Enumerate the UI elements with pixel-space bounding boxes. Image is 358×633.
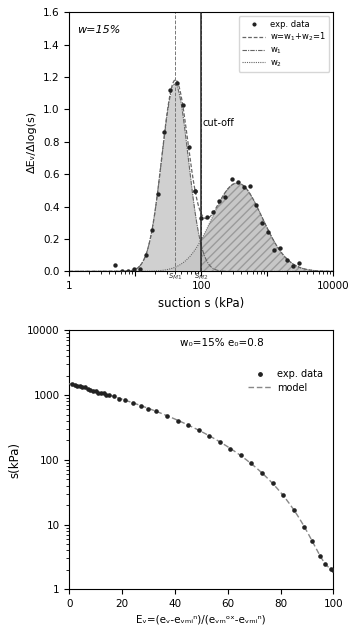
Text: $s_{M1}$: $s_{M1}$ (168, 272, 182, 282)
Point (85, 384, 91, 394)
X-axis label: suction s (kPa): suction s (kPa) (158, 297, 245, 310)
Point (301, 522, 307, 532)
Point (271, 245, 277, 255)
Point (106, 389, 112, 399)
Text: cut-off: cut-off (203, 118, 235, 128)
Point (174, 78, 179, 88)
Point (90, 386, 96, 396)
Point (125, 266, 130, 276)
Point (217, 437, 223, 448)
Point (223, 192, 228, 203)
Text: $s_{M2}$: $s_{M2}$ (194, 272, 209, 282)
Point (296, 258, 302, 268)
Point (309, 536, 315, 546)
Point (146, 404, 151, 414)
Y-axis label: s(kPa): s(kPa) (8, 442, 21, 478)
Point (103, 389, 109, 399)
Point (259, 468, 265, 478)
Point (247, 181, 253, 191)
Point (87, 385, 93, 395)
Point (130, 398, 135, 408)
Point (238, 450, 244, 460)
Point (198, 213, 204, 223)
X-axis label: Eᵥ=(eᵥ-eᵥₘᵢⁿ)/(eᵥₘᵒˣ-eᵥₘᵢⁿ): Eᵥ=(eᵥ-eᵥₘᵢⁿ)/(eᵥₘᵒˣ-eᵥₘᵢⁿ) (136, 615, 266, 625)
Point (149, 225, 155, 235)
Point (265, 227, 271, 237)
Point (284, 255, 290, 265)
Point (117, 394, 122, 404)
Text: w=15%: w=15% (77, 25, 121, 35)
Point (217, 196, 222, 206)
Point (241, 182, 247, 192)
Point (186, 142, 192, 152)
Point (270, 478, 275, 488)
Point (154, 406, 159, 416)
Point (93, 386, 98, 396)
Point (229, 174, 234, 184)
Legend: exp. data, model: exp. data, model (245, 367, 326, 396)
Point (192, 185, 198, 196)
Point (330, 565, 336, 575)
Point (192, 185, 198, 196)
Point (235, 177, 241, 187)
Point (175, 416, 180, 426)
Point (180, 100, 185, 110)
Point (248, 458, 254, 468)
Point (323, 559, 328, 569)
Point (164, 411, 170, 421)
Point (138, 401, 144, 411)
Point (118, 266, 124, 277)
Point (96, 387, 101, 398)
Point (280, 490, 286, 500)
Point (259, 218, 265, 228)
Legend: exp. data, w=w$_1$+w$_2$=1, w$_1$, w$_2$: exp. data, w=w$_1$+w$_2$=1, w$_1$, w$_2$ (239, 16, 329, 72)
Point (227, 444, 233, 454)
Point (143, 249, 149, 260)
Point (168, 85, 173, 96)
Point (277, 242, 283, 253)
Point (196, 425, 202, 435)
Point (77, 382, 83, 392)
Point (72, 380, 77, 390)
Point (290, 261, 296, 272)
Point (161, 127, 167, 137)
Point (155, 189, 161, 199)
Point (291, 505, 296, 515)
Point (131, 263, 137, 273)
Point (79, 382, 85, 392)
Point (82, 382, 88, 392)
Point (253, 200, 259, 210)
Point (317, 551, 323, 561)
Y-axis label: ΔEᵥ/Δlog(s): ΔEᵥ/Δlog(s) (27, 111, 37, 173)
Point (101, 388, 106, 398)
Point (74, 381, 80, 391)
Point (112, 260, 118, 270)
Point (185, 420, 191, 430)
Point (137, 264, 143, 274)
Point (111, 391, 117, 401)
Text: w₀=15% e₀=0.8: w₀=15% e₀=0.8 (180, 338, 264, 348)
Point (69, 379, 75, 389)
Point (211, 207, 216, 217)
Point (122, 395, 127, 405)
Point (206, 431, 212, 441)
Point (98, 387, 104, 398)
Point (328, 564, 334, 574)
Point (204, 211, 210, 222)
